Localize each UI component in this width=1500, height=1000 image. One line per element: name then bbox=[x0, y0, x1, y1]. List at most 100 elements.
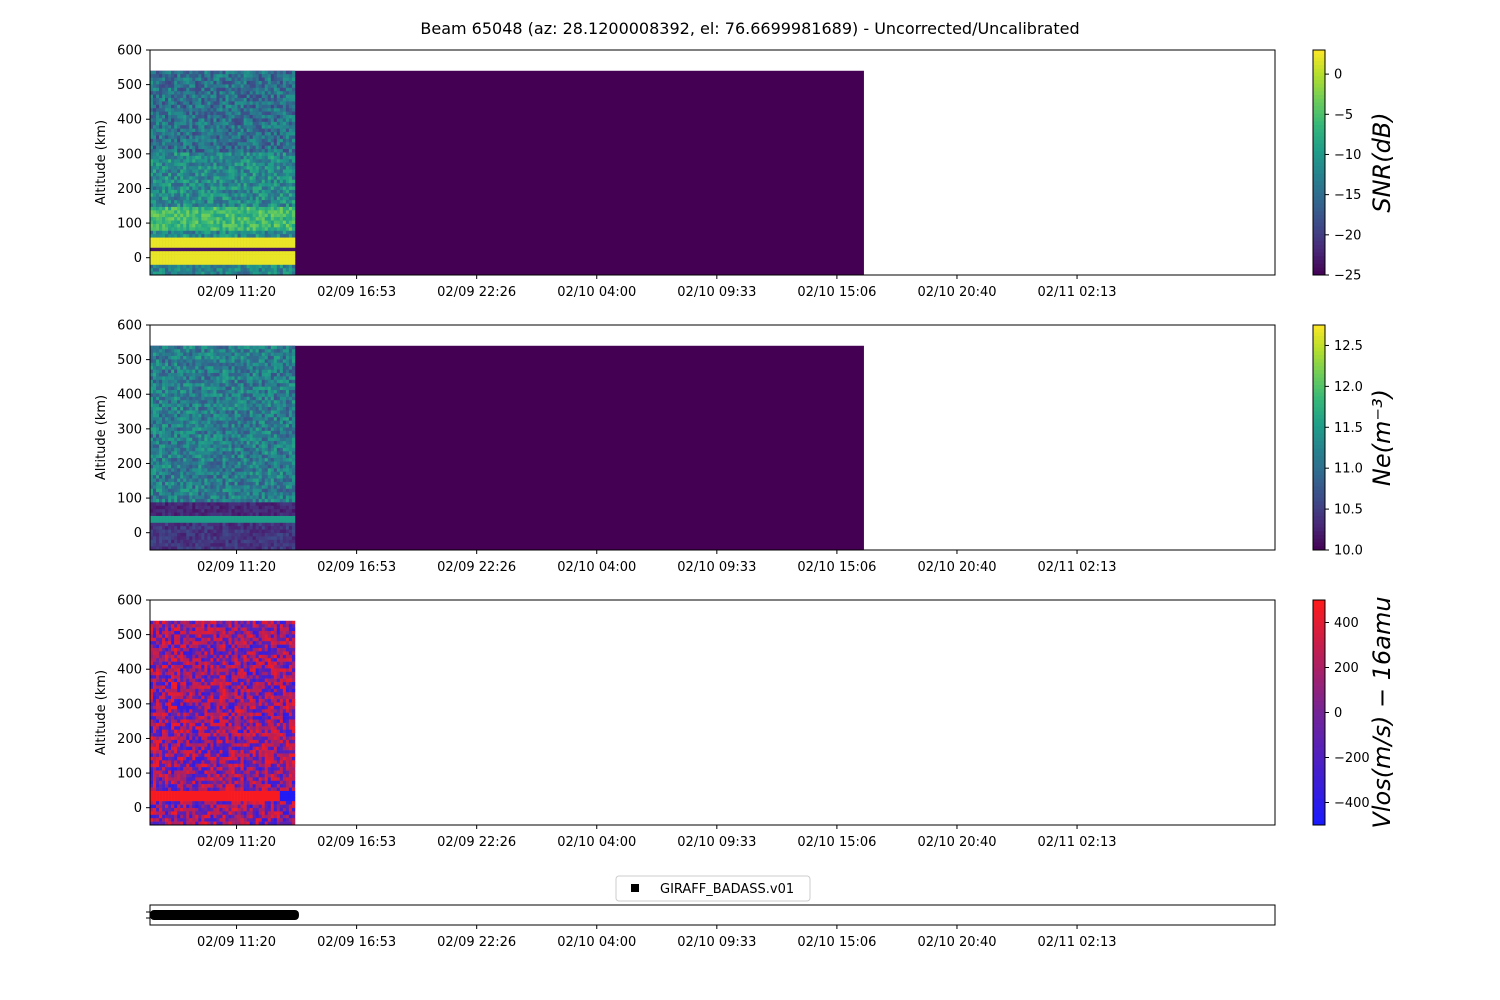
x-tick-label: 02/09 11:20 bbox=[197, 285, 276, 300]
x-tick-label: 02/10 15:06 bbox=[797, 285, 876, 300]
plot-root: 0 100 200 300 400 500 600 02/09 11:20 02/09 16:5… bbox=[94, 44, 1396, 951]
x-tick-label: 02/10 20:40 bbox=[917, 835, 996, 850]
x-tick-label: 02/10 04:00 bbox=[557, 285, 636, 300]
colorbar-tick-label: 200 bbox=[1334, 661, 1359, 676]
colorbar-tick-label: −20 bbox=[1334, 228, 1361, 243]
x-tick-label: 02/09 16:53 bbox=[317, 560, 396, 575]
colorbar-tick-label: 0 bbox=[1334, 68, 1342, 83]
heatmap-cells-vlos bbox=[150, 620, 296, 826]
y-tick-label: 400 bbox=[117, 663, 142, 678]
x-tick-label: 02/10 15:06 bbox=[797, 935, 876, 950]
x-tick-label: 02/10 15:06 bbox=[797, 835, 876, 850]
y-tick-label: 0 bbox=[134, 801, 142, 816]
y-tick-label: 200 bbox=[117, 457, 142, 472]
x-tick-label: 02/09 16:53 bbox=[317, 835, 396, 850]
x-tick-label: 02/10 04:00 bbox=[557, 835, 636, 850]
y-axis-label: Altitude (km) bbox=[94, 395, 109, 480]
y-tick-label: 300 bbox=[117, 147, 142, 162]
x-tick-label: 02/10 09:33 bbox=[677, 285, 756, 300]
colorbar-tick-label: −15 bbox=[1334, 188, 1361, 203]
x-tick-label: 02/09 11:20 bbox=[197, 560, 276, 575]
strip-frame bbox=[149, 904, 1276, 926]
y-axis-label: Altitude (km) bbox=[94, 670, 109, 755]
panel-ne: 0 100 200 300 400 500 600 02/09 11:20 02/09 16:5… bbox=[94, 319, 1396, 576]
panel-snr: 0 100 200 300 400 500 600 02/09 11:20 02/09 16:5… bbox=[94, 44, 1396, 301]
y-tick-label: 300 bbox=[117, 422, 142, 437]
data-coverage-strip: 02/09 11:20 02/09 16:53 02/09 22:26 02/10 0… bbox=[146, 904, 1276, 950]
x-tick-label: 02/10 09:33 bbox=[677, 835, 756, 850]
y-tick-label: 200 bbox=[117, 182, 142, 197]
y-tick-label: 600 bbox=[117, 319, 142, 334]
x-tick-label: 02/10 20:40 bbox=[917, 560, 996, 575]
x-tick-label: 02/09 22:26 bbox=[437, 835, 516, 850]
x-tick-label: 02/10 09:33 bbox=[677, 560, 756, 575]
legend-entry: GIRAFF_BADASS.v01 bbox=[660, 882, 794, 897]
figure-title: Beam 65048 (az: 28.1200008392, el: 76.66… bbox=[420, 19, 1079, 38]
x-tick-label: 02/11 02:13 bbox=[1038, 285, 1117, 300]
colorbar-tick-label: 10.5 bbox=[1334, 503, 1363, 518]
heatmap-cells-ne bbox=[150, 345, 296, 551]
y-tick-label: 100 bbox=[117, 492, 142, 507]
colorbar-tick-label: 12.5 bbox=[1334, 339, 1363, 354]
y-tick-label: 0 bbox=[134, 526, 142, 541]
panel-vlos: 0 100 200 300 400 500 600 02/09 11:20 02/09 16:5… bbox=[94, 594, 1396, 851]
y-axis-label: Altitude (km) bbox=[94, 120, 109, 205]
colorbar-tick-label: 11.5 bbox=[1334, 421, 1363, 436]
axes-frame bbox=[149, 599, 1276, 826]
y-tick-label: 100 bbox=[117, 217, 142, 232]
x-tick-label: 02/11 02:13 bbox=[1038, 560, 1117, 575]
colorbar-tick-label: −5 bbox=[1334, 108, 1353, 123]
y-tick-label: 300 bbox=[117, 697, 142, 712]
x-tick-label: 02/09 22:26 bbox=[437, 560, 516, 575]
x-tick-label: 02/10 09:33 bbox=[677, 935, 756, 950]
colorbar-frame bbox=[1312, 49, 1326, 276]
x-tick-label: 02/09 22:26 bbox=[437, 935, 516, 950]
legend: GIRAFF_BADASS.v01 bbox=[615, 875, 811, 902]
x-tick-label: 02/10 04:00 bbox=[557, 560, 636, 575]
y-tick-label: 600 bbox=[117, 44, 142, 59]
colorbar-tick-label: 0 bbox=[1334, 706, 1342, 721]
colorbar-snr: 0 −5 −10 −15 −20 −25 SNR(dB) bbox=[1312, 49, 1396, 284]
axes-frame bbox=[149, 324, 1276, 551]
colorbar-tick-label: 400 bbox=[1334, 616, 1359, 631]
legend-box bbox=[615, 875, 811, 902]
y-tick-label: 600 bbox=[117, 594, 142, 609]
x-tick-label: 02/11 02:13 bbox=[1038, 835, 1117, 850]
x-tick-label: 02/09 11:20 bbox=[197, 835, 276, 850]
coverage-bar bbox=[150, 910, 299, 920]
y-tick-label: 500 bbox=[117, 78, 142, 93]
colorbar-tick-label: −10 bbox=[1334, 148, 1361, 163]
colorbar-label: Vlos(m/s) − 16amu bbox=[1368, 596, 1396, 828]
x-tick-label: 02/09 16:53 bbox=[317, 285, 396, 300]
x-tick-label: 02/10 15:06 bbox=[797, 560, 876, 575]
colorbar-label: SNR(dB) bbox=[1368, 112, 1396, 212]
y-tick-label: 200 bbox=[117, 732, 142, 747]
x-tick-label: 02/09 22:26 bbox=[437, 285, 516, 300]
y-tick-label: 0 bbox=[134, 251, 142, 266]
y-tick-label: 400 bbox=[117, 388, 142, 403]
colorbar-tick-label: 11.0 bbox=[1334, 462, 1363, 477]
y-tick-label: 500 bbox=[117, 628, 142, 643]
y-tick-label: 500 bbox=[117, 353, 142, 368]
colorbar-tick-label: 10.0 bbox=[1334, 544, 1363, 559]
legend-marker bbox=[631, 884, 639, 892]
x-tick-label: 02/11 02:13 bbox=[1038, 935, 1117, 950]
colorbar-tick-label: −400 bbox=[1334, 796, 1370, 811]
x-tick-label: 02/10 20:40 bbox=[917, 285, 996, 300]
x-tick-label: 02/09 11:20 bbox=[197, 935, 276, 950]
colorbar-tick-label: 12.0 bbox=[1334, 380, 1363, 395]
heatmap-cells-snr bbox=[150, 70, 296, 276]
y-tick-label: 100 bbox=[117, 767, 142, 782]
colorbar-tick-label: −200 bbox=[1334, 751, 1370, 766]
x-tick-label: 02/10 04:00 bbox=[557, 935, 636, 950]
axes-frame bbox=[149, 49, 1276, 276]
colorbar-frame bbox=[1312, 324, 1326, 551]
colorbar-tick-label: −25 bbox=[1334, 269, 1361, 284]
x-tick-label: 02/10 20:40 bbox=[917, 935, 996, 950]
colorbar-label: Ne(m⁻³) bbox=[1368, 389, 1396, 486]
y-tick-label: 400 bbox=[117, 113, 142, 128]
x-tick-label: 02/09 16:53 bbox=[317, 935, 396, 950]
colorbar-ne: 12.5 12.0 11.5 11.0 10.5 10.0 Ne(m⁻³) bbox=[1312, 324, 1396, 559]
